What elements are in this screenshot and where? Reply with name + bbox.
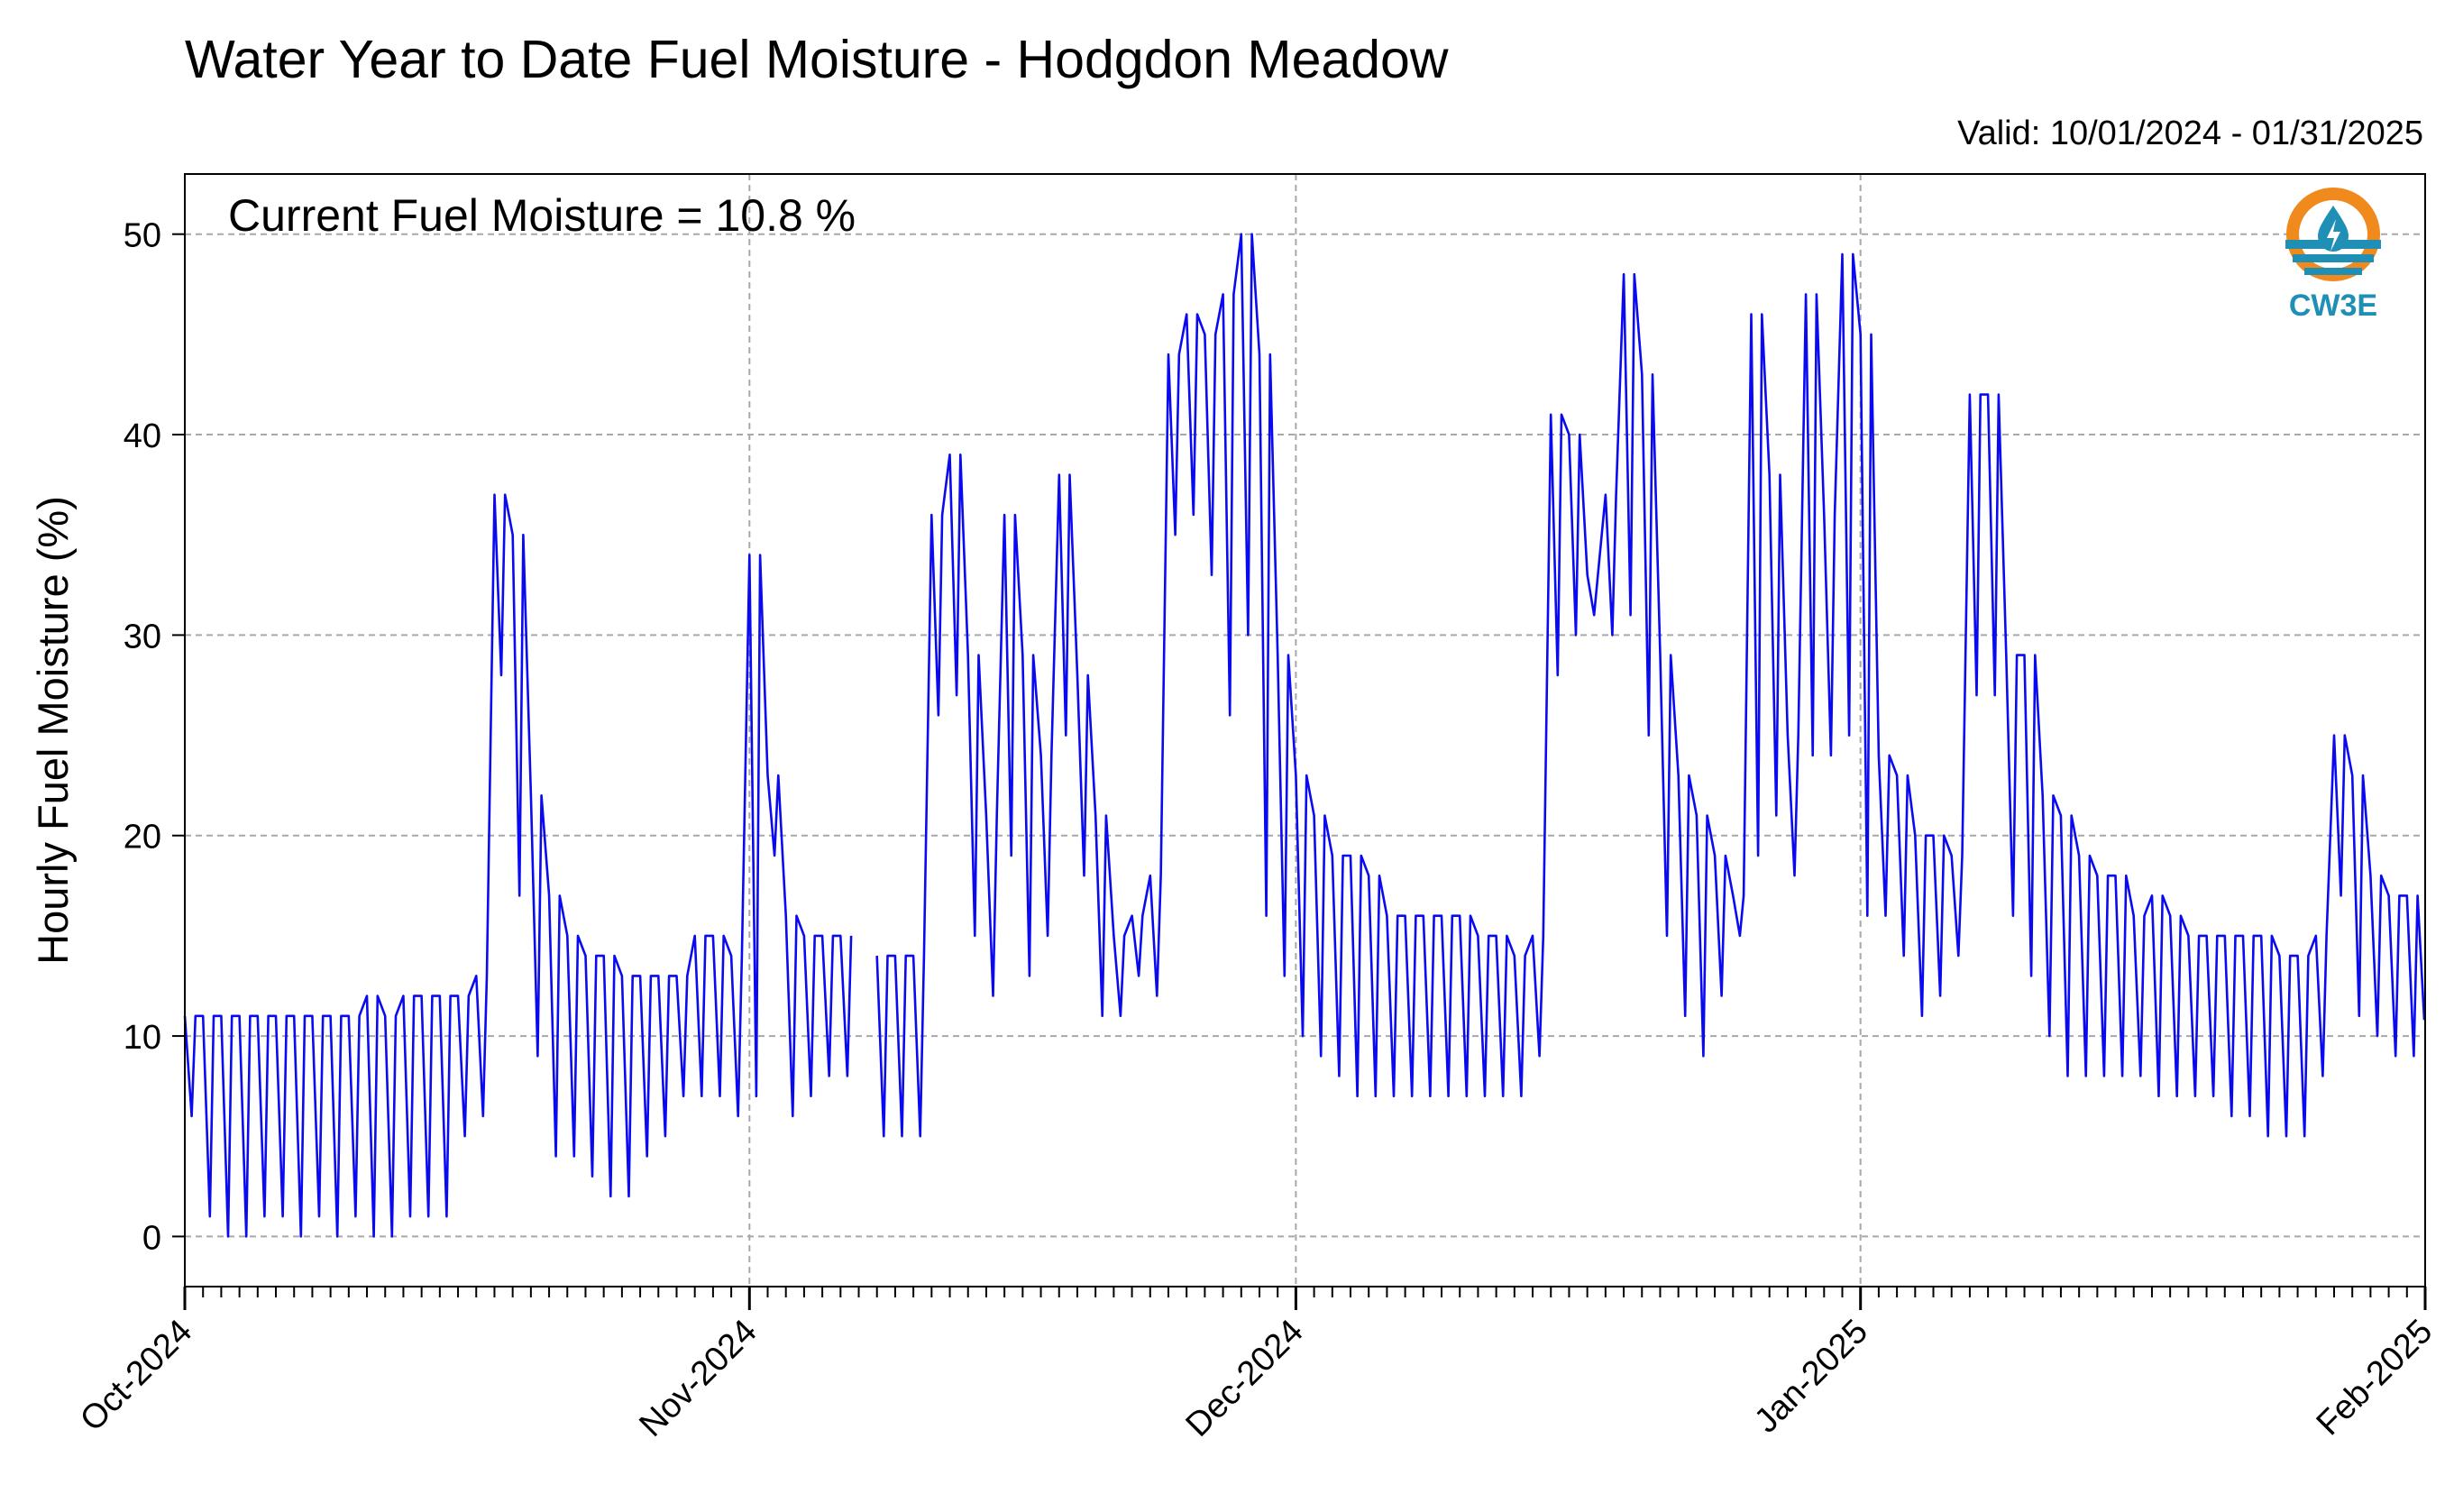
y-tick-label: 10 [124, 1019, 161, 1057]
fuel-moisture-line [183, 493, 853, 1238]
logo-bolt-icon [2327, 219, 2340, 252]
current-fuel-moisture-annotation: Current Fuel Moisture = 10.8 % [228, 190, 856, 241]
y-tick-label: 30 [124, 618, 161, 655]
y-tick-label: 40 [124, 417, 161, 455]
y-tick-label: 50 [124, 217, 161, 255]
fuel-moisture-line [875, 233, 2426, 1138]
chart-title: Water Year to Date Fuel Moisture - Hodgd… [185, 30, 1449, 89]
y-axis: 0 10 20 30 40 50 [124, 217, 185, 1257]
series-line-group [183, 233, 2426, 1238]
y-tick-label: 0 [142, 1219, 161, 1257]
logo-wave-band-icon [2304, 268, 2362, 275]
cw3e-logo: CW3E [2285, 188, 2381, 323]
valid-date-range: Valid: 10/01/2024 - 01/31/2025 [1957, 115, 2423, 152]
plot-frame [184, 173, 2426, 1287]
logo-wave-band-icon [2293, 254, 2374, 262]
y-axis-label: Hourly Fuel Moisture (%) [29, 496, 77, 965]
logo-text: CW3E [2289, 289, 2377, 323]
y-tick-label: 20 [124, 819, 161, 857]
